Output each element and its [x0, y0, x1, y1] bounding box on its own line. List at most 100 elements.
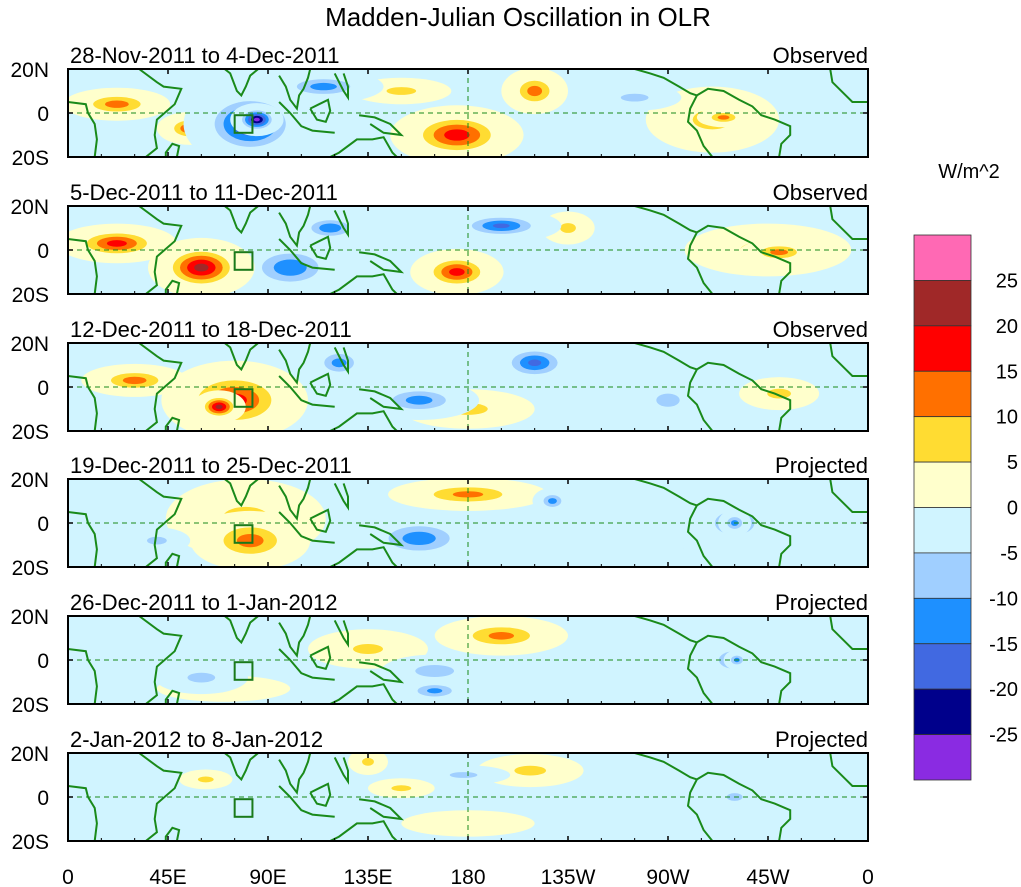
contour-band — [415, 665, 455, 677]
coastline — [333, 72, 349, 101]
positive-anomaly — [192, 390, 246, 424]
coastline — [68, 511, 98, 567]
colorbar-swatch — [913, 552, 972, 599]
coastline — [634, 69, 698, 97]
coastline — [358, 388, 405, 411]
y-tick-label: 0 — [37, 513, 49, 536]
positive-anomaly — [410, 248, 504, 294]
contour-band — [273, 259, 307, 276]
coastline — [829, 753, 868, 787]
coastline — [686, 231, 714, 294]
positive-anomaly — [68, 87, 171, 121]
y-tick-label: 20S — [12, 831, 49, 854]
panel-kind-label: Observed — [773, 180, 868, 205]
contour-band — [620, 93, 649, 102]
coastline — [686, 778, 714, 841]
x-tick-label: 45E — [149, 866, 186, 887]
x-tick-label: 180 — [450, 866, 485, 887]
colorbar-swatch — [913, 734, 972, 781]
coastline — [68, 375, 98, 431]
panel-period-label: 19-Dec-2011 to 25-Dec-2011 — [70, 453, 352, 478]
contour-band — [449, 268, 465, 276]
colorbar-swatch — [913, 325, 972, 372]
coastline — [829, 479, 868, 513]
coastline — [634, 343, 698, 371]
coastline — [68, 648, 98, 704]
contour-band — [405, 395, 433, 405]
contour-band — [452, 491, 484, 498]
positive-anomaly — [179, 769, 233, 790]
coastline — [327, 546, 398, 567]
coastline — [68, 69, 183, 157]
positive-anomaly — [388, 479, 548, 511]
contour-band — [401, 810, 535, 837]
coastline — [278, 785, 335, 818]
contour-band — [362, 757, 374, 766]
colorbar-swatch — [913, 643, 972, 690]
contour-band — [187, 672, 216, 683]
coastline — [358, 524, 405, 547]
x-axis: 0 45E 90E 135E 180 135W 90W 45W 0 — [62, 866, 874, 887]
map-panel: 20N 0 20S 26-Dec-2011 to 1-Jan-2012 Projecte… — [10, 590, 869, 717]
coastline — [223, 616, 260, 645]
contour-band — [105, 100, 129, 108]
coastline — [223, 69, 260, 98]
colorbar-tick-label: 25 — [996, 270, 1018, 292]
coastline — [164, 142, 181, 157]
positive-anomaly — [68, 223, 177, 264]
coastline — [164, 552, 181, 567]
coastline — [634, 206, 698, 234]
negative-anomaly — [381, 654, 488, 688]
map-panel: 20N 0 20S 2-Jan-2012 to 8-Jan-2012 Projected — [10, 727, 869, 854]
positive-anomaly — [368, 778, 435, 799]
contour-band — [560, 223, 576, 233]
coastline — [333, 346, 349, 375]
colorbar-tick-label: 0 — [1007, 498, 1018, 520]
coastline — [327, 820, 398, 841]
coastline — [223, 479, 260, 508]
contour-band — [548, 498, 557, 504]
coastline — [68, 238, 98, 294]
contour-band — [770, 249, 788, 256]
negative-anomaly — [416, 765, 511, 785]
panel-period-label: 12-Dec-2011 to 18-Dec-2011 — [70, 317, 352, 342]
colorbar: 25 20 15 10 5 0 -5 -10 -15 -20 -25 — [913, 234, 1018, 781]
y-tick-label: 20S — [12, 694, 49, 717]
contour-band — [717, 115, 730, 120]
positive-anomaly — [148, 237, 255, 294]
colorbar-swatch — [913, 597, 972, 645]
contour-band — [253, 117, 260, 122]
index-box — [233, 661, 254, 681]
negative-anomaly — [230, 103, 284, 137]
positive-anomaly — [348, 753, 388, 775]
contour-band — [444, 129, 470, 141]
y-tick-label: 20N — [10, 333, 49, 356]
coastline — [164, 689, 181, 704]
contour-band — [767, 388, 791, 399]
panel-kind-label: Projected — [775, 590, 868, 615]
panel-period-label: 5-Dec-2011 to 11-Dec-2011 — [70, 180, 338, 205]
y-tick-label: 20S — [12, 421, 49, 444]
panel-kind-label: Observed — [773, 317, 868, 342]
positive-anomaly — [390, 105, 524, 157]
contour-band — [147, 536, 167, 545]
y-tick-label: 0 — [37, 787, 49, 810]
colorbar-swatch — [913, 234, 972, 281]
positive-anomaly — [190, 510, 311, 567]
positive-anomaly — [401, 810, 535, 837]
coastline — [68, 343, 183, 431]
colorbar-tick-label: 10 — [996, 407, 1018, 429]
negative-anomaly — [305, 343, 373, 383]
y-tick-label: 20S — [12, 147, 49, 170]
index-box — [233, 388, 254, 408]
coastline — [634, 616, 698, 644]
y-tick-label: 20S — [12, 284, 49, 307]
coastline — [309, 508, 332, 533]
coastline — [68, 479, 183, 567]
contour-band — [656, 393, 680, 407]
contour-band — [106, 240, 127, 247]
coastline — [333, 209, 349, 238]
chart-title: Madden-Julian Oscillation in OLR — [325, 2, 711, 32]
index-box — [233, 524, 254, 544]
map-panel: 20N 0 20S 12-Dec-2011 to 18-Dec-2011 Observe… — [10, 317, 869, 444]
